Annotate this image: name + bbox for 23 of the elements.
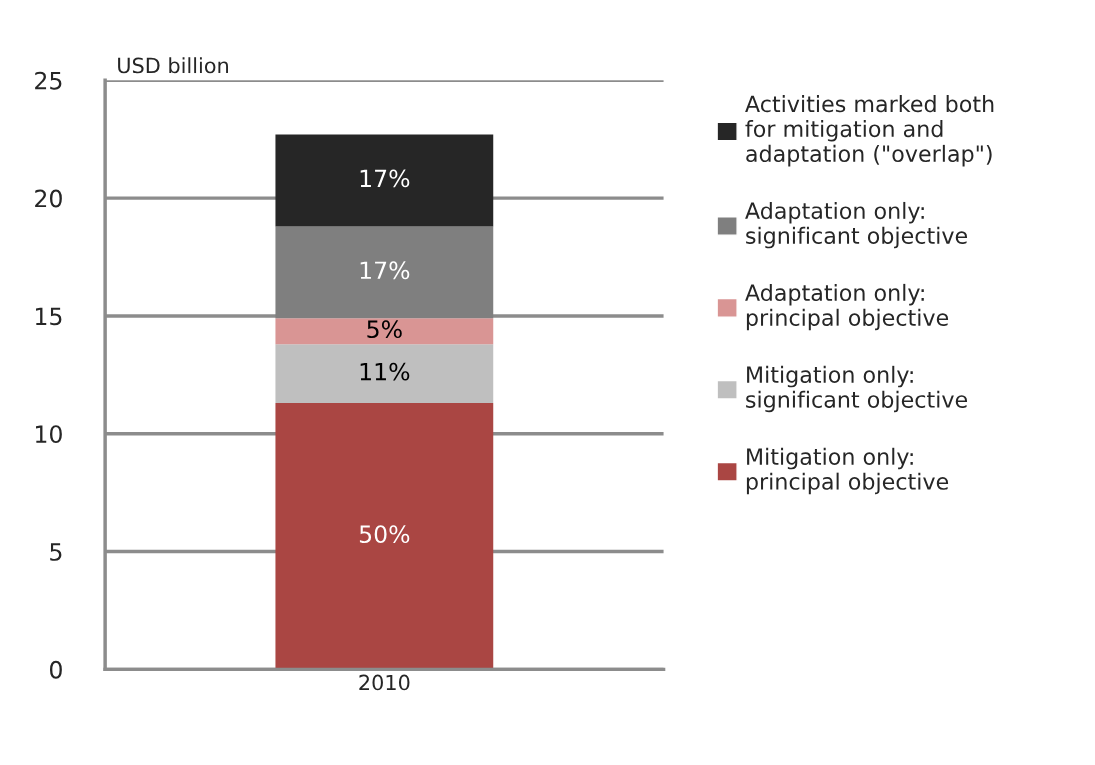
y-tick-label: 25 bbox=[35, 71, 62, 90]
legend-label: Activities marked both for mitigation and adaptation ("overlap") bbox=[745, 95, 994, 167]
annotation: 5% bbox=[367, 320, 402, 339]
y-tick-label: 10 bbox=[36, 425, 62, 444]
annotation: 11% bbox=[360, 362, 410, 381]
y-tick-label: 20 bbox=[35, 189, 62, 208]
y-tick-label: 5 bbox=[50, 543, 62, 561]
annotation: 50% bbox=[359, 525, 410, 544]
legend-label: Mitigation only: significant objective bbox=[746, 365, 968, 413]
legend-label: Adaptation only: principal objective bbox=[745, 283, 949, 331]
annotation: 17% bbox=[360, 261, 410, 280]
bar bbox=[275, 134, 494, 227]
bar bbox=[275, 403, 494, 670]
bar bbox=[275, 226, 494, 319]
bar bbox=[275, 344, 494, 404]
x-tick-label: 2010 bbox=[359, 674, 410, 691]
legend-label: Adaptation only: significant objective bbox=[745, 201, 968, 249]
y-tick-label: 15 bbox=[36, 307, 62, 326]
annotation: 17% bbox=[360, 169, 410, 188]
y-tick-label: 0 bbox=[49, 660, 62, 679]
legend-label: Mitigation only: principal objective bbox=[746, 447, 949, 495]
y-axis-title: USD billion bbox=[118, 57, 228, 74]
bar bbox=[275, 318, 494, 345]
